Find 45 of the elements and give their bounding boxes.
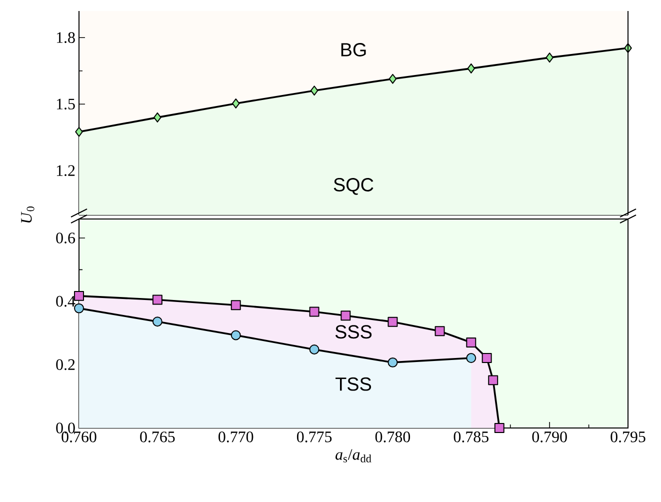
point <box>467 63 476 74</box>
x-tick-label: 0.775 <box>296 432 332 442</box>
x-tick-label: 0.785 <box>454 432 488 442</box>
point <box>309 306 320 317</box>
y-tick-label: 0.2 <box>56 359 75 370</box>
point <box>340 310 351 321</box>
x-tick-label: 0.790 <box>532 432 567 442</box>
point <box>74 303 84 314</box>
y-tick-label: 0.0 <box>56 422 75 434</box>
point <box>152 294 162 305</box>
point <box>466 353 476 363</box>
x-tick-label: 0.765 <box>140 432 175 442</box>
y-tick-label: 1.2 <box>56 165 75 176</box>
x-tick-label: 0.770 <box>218 432 254 442</box>
point <box>75 126 83 137</box>
annotation: TSS <box>336 377 372 391</box>
y-axis-title: U$_{0}$ <box>21 206 34 223</box>
annotation: SSS <box>335 325 372 339</box>
point <box>152 316 162 327</box>
x-tick-label: 0.795 <box>610 432 646 442</box>
y-tick-label: 0.4 <box>56 296 76 307</box>
point <box>230 330 241 340</box>
y-tick-label: 1.5 <box>56 98 75 110</box>
point <box>434 326 445 336</box>
point <box>546 52 554 63</box>
point <box>74 290 84 301</box>
annotation: SQC <box>334 178 374 195</box>
point <box>488 375 498 386</box>
point <box>482 353 492 363</box>
y-tick-label: 0.6 <box>56 232 76 244</box>
point <box>388 74 397 84</box>
x-axis-title: a$_{s}$/a$_{dd}$ <box>336 449 372 462</box>
point <box>232 98 240 108</box>
point <box>309 344 320 354</box>
point <box>154 112 162 122</box>
x-tick-label: 0.780 <box>375 432 410 442</box>
y-tick-label: 1.8 <box>56 32 75 44</box>
point <box>310 86 318 96</box>
annotation: BG <box>341 43 366 56</box>
point <box>230 300 241 310</box>
point <box>466 338 476 348</box>
point <box>388 357 398 368</box>
x-tick-label: 0.760 <box>62 432 96 442</box>
point <box>494 423 504 433</box>
point <box>388 316 398 327</box>
